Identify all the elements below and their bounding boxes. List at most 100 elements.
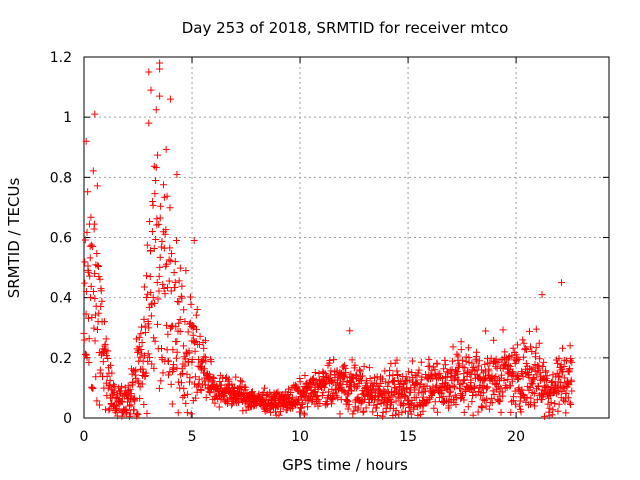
- data-point: [490, 336, 498, 344]
- y-tick-label: 1: [63, 110, 72, 126]
- data-point: [495, 397, 503, 405]
- data-point: [157, 377, 165, 385]
- data-point: [415, 384, 423, 392]
- data-point: [161, 290, 169, 298]
- data-point: [372, 404, 380, 412]
- data-point: [80, 329, 88, 337]
- data-point: [150, 364, 158, 372]
- data-point: [567, 400, 575, 408]
- data-point: [147, 312, 155, 320]
- data-point: [379, 408, 387, 416]
- data-point: [391, 359, 399, 367]
- data-point: [428, 366, 436, 374]
- data-point: [166, 95, 174, 103]
- data-point: [314, 396, 322, 404]
- data-point: [439, 392, 447, 400]
- data-point: [164, 330, 172, 338]
- data-point: [419, 407, 427, 415]
- data-point: [478, 366, 486, 374]
- data-point: [517, 408, 525, 416]
- x-tick-label: 5: [188, 429, 197, 445]
- data-point: [455, 362, 463, 370]
- data-point: [539, 362, 547, 370]
- data-point: [555, 400, 563, 408]
- data-point: [316, 399, 324, 407]
- data-point: [139, 365, 147, 373]
- data-point: [89, 243, 97, 251]
- data-point: [561, 398, 569, 406]
- data-point: [535, 383, 543, 391]
- data-point: [127, 390, 135, 398]
- data-point: [153, 279, 161, 287]
- data-point: [391, 384, 399, 392]
- data-point: [93, 182, 101, 190]
- data-point: [101, 340, 109, 348]
- data-point: [505, 354, 513, 362]
- data-point: [534, 382, 542, 390]
- data-point: [518, 386, 526, 394]
- data-point: [165, 371, 173, 379]
- data-point: [535, 364, 543, 372]
- data-point: [146, 218, 154, 226]
- data-point: [527, 394, 535, 402]
- data-point: [528, 347, 536, 355]
- data-point: [118, 412, 126, 420]
- data-point: [139, 357, 147, 365]
- data-point: [538, 291, 546, 299]
- data-point: [157, 345, 165, 353]
- data-point: [336, 410, 344, 418]
- data-point: [89, 385, 97, 393]
- data-point: [445, 402, 453, 410]
- data-point: [514, 341, 522, 349]
- data-point: [554, 373, 562, 381]
- data-point: [83, 228, 91, 236]
- data-point: [403, 385, 411, 393]
- data-point: [374, 411, 382, 419]
- data-point: [304, 403, 312, 411]
- data-point: [176, 264, 184, 272]
- data-point: [182, 399, 190, 407]
- data-point: [210, 375, 218, 383]
- data-point: [173, 170, 181, 178]
- data-point: [181, 362, 189, 370]
- data-point: [449, 343, 457, 351]
- data-point: [132, 366, 140, 374]
- data-point: [83, 354, 91, 362]
- data-point: [216, 377, 224, 385]
- data-point: [465, 344, 473, 352]
- data-point: [551, 400, 559, 408]
- data-point: [156, 253, 164, 261]
- data-point: [146, 273, 154, 281]
- data-point: [228, 401, 236, 409]
- data-point: [530, 389, 538, 397]
- data-point: [392, 397, 400, 405]
- data-point: [80, 336, 88, 344]
- data-point: [209, 373, 217, 381]
- data-point: [96, 366, 104, 374]
- data-point: [492, 363, 500, 371]
- data-point: [82, 310, 90, 318]
- data-point: [419, 393, 427, 401]
- data-point: [154, 151, 162, 159]
- data-point: [425, 395, 433, 403]
- data-point: [188, 356, 196, 364]
- data-point: [459, 363, 467, 371]
- data-point: [462, 387, 470, 395]
- data-point: [351, 361, 359, 369]
- data-point: [190, 237, 198, 245]
- data-point: [196, 332, 204, 340]
- data-point: [180, 385, 188, 393]
- data-point: [542, 367, 550, 375]
- data-point: [313, 392, 321, 400]
- data-point: [319, 389, 327, 397]
- data-point: [105, 406, 113, 414]
- data-point: [149, 293, 157, 301]
- data-point: [102, 335, 110, 343]
- data-point: [506, 363, 514, 371]
- data-point: [561, 374, 569, 382]
- data-point: [422, 399, 430, 407]
- data-point: [146, 246, 154, 254]
- data-point: [205, 370, 213, 378]
- data-point: [89, 167, 97, 175]
- data-point: [532, 325, 540, 333]
